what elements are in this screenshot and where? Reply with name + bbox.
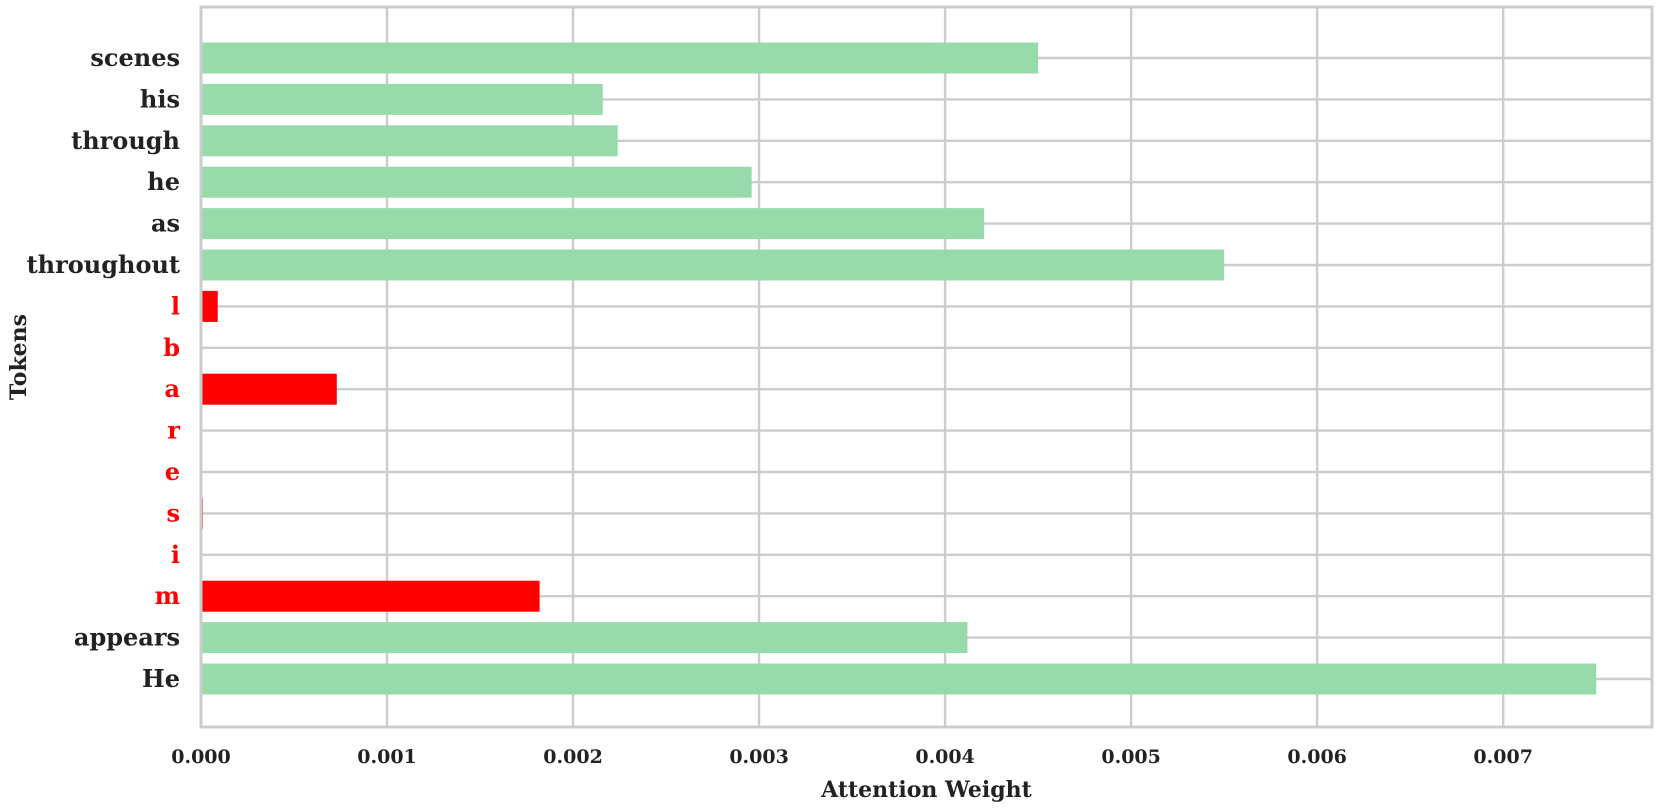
- x-tick-labels: 0.000 0.001 0.002 0.003 0.004 0.005 0.006 0.007: [171, 746, 1533, 768]
- token-label: he: [147, 167, 180, 196]
- bar-scenes: [201, 42, 1039, 74]
- bar-a: [201, 373, 337, 405]
- x-tick-label: 0.006: [1287, 746, 1347, 768]
- token-label: l: [171, 291, 180, 320]
- token-label: as: [151, 209, 180, 238]
- x-tick-label: 0.002: [543, 746, 603, 768]
- token-label: m: [155, 581, 180, 610]
- token-label: i: [171, 540, 180, 569]
- bar-he: [201, 166, 752, 198]
- bar-He: [201, 663, 1597, 695]
- x-tick-label: 0.003: [729, 746, 789, 768]
- token-label: b: [163, 333, 180, 362]
- x-tick-label: 0.007: [1473, 746, 1533, 768]
- token-label: scenes: [90, 43, 180, 72]
- x-tick-label: 0.000: [171, 746, 231, 768]
- bar-appears: [201, 622, 968, 654]
- bar-l: [201, 290, 218, 322]
- bar-his: [201, 83, 603, 115]
- bar-as: [201, 208, 985, 240]
- token-label: his: [140, 84, 180, 113]
- token-label: throughout: [27, 250, 180, 279]
- bar-throughout: [201, 249, 1225, 281]
- bar-through: [201, 125, 618, 157]
- token-label: s: [166, 498, 180, 527]
- bar-m: [201, 580, 540, 612]
- token-label: through: [71, 126, 180, 155]
- token-label: appears: [74, 623, 180, 652]
- x-tick-label: 0.001: [357, 746, 417, 768]
- token-label: a: [164, 374, 180, 403]
- y-axis-title: Tokens: [6, 314, 32, 400]
- x-tick-label: 0.005: [1101, 746, 1161, 768]
- token-label: e: [165, 457, 180, 486]
- bars: [201, 42, 1597, 695]
- token-label: He: [142, 664, 180, 693]
- x-tick-label: 0.004: [915, 746, 975, 768]
- plot-frame: [199, 5, 1654, 729]
- token-label: r: [167, 416, 180, 445]
- x-axis-title: Attention Weight: [820, 777, 1032, 803]
